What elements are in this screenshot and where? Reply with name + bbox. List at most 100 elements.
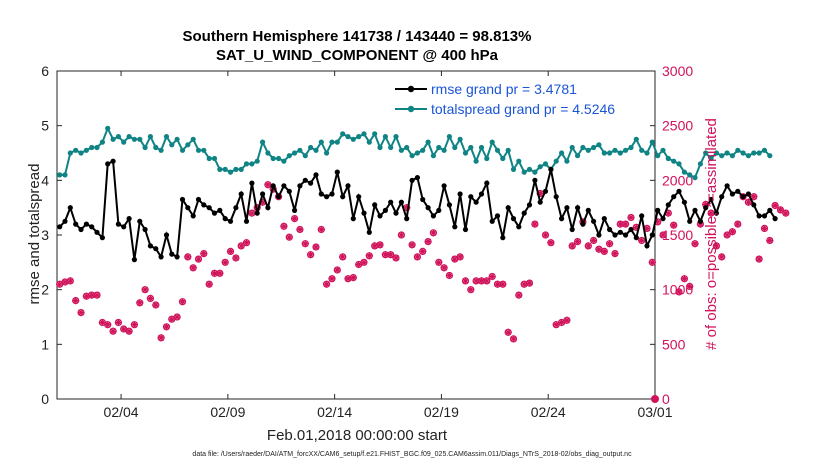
spread-point: [767, 153, 773, 159]
obs-point: [333, 266, 341, 274]
spread-point: [671, 158, 677, 164]
spread-point: [585, 147, 591, 153]
rmse-point: [735, 188, 741, 194]
spread-point: [89, 144, 95, 151]
spread-point: [724, 150, 730, 156]
rmse-point: [329, 191, 335, 197]
rmse-point: [398, 199, 404, 205]
spread-point: [510, 166, 517, 172]
rmse-point: [436, 207, 442, 213]
spread-point: [163, 134, 170, 140]
rmse-point: [254, 210, 260, 216]
obs-point: [77, 309, 85, 317]
spread-point: [57, 172, 63, 178]
plot-area: [56, 70, 656, 400]
rmse-point: [297, 183, 303, 189]
rmse-point: [703, 205, 709, 211]
rmse-point: [169, 251, 175, 257]
rmse-point: [489, 218, 495, 224]
rmse-point: [575, 205, 581, 211]
obs-point: [782, 209, 790, 217]
rmse-point: [564, 205, 570, 211]
x-tick-label: 02/24: [531, 404, 566, 420]
obs-point: [541, 231, 550, 239]
rmse-point: [553, 194, 559, 200]
obs-point: [686, 282, 694, 290]
spread-point: [751, 150, 757, 156]
spread-point: [494, 147, 501, 153]
obs-point: [408, 241, 416, 249]
spread-point: [633, 136, 639, 142]
obs-point: [72, 297, 80, 305]
obs-point: [712, 242, 721, 250]
obs-point: [723, 231, 731, 239]
right-axis: 050010001500200025003000: [650, 63, 693, 407]
obs-point: [194, 255, 203, 263]
obs-point: [771, 201, 779, 210]
rmse-point: [542, 188, 549, 194]
legend: rmse grand pr = 3.4781 totalspread grand…: [395, 81, 615, 117]
spread-point: [580, 144, 586, 151]
spread-point: [681, 169, 688, 175]
spread-point: [388, 144, 394, 151]
rmse-point: [644, 243, 650, 249]
obs-point: [488, 272, 496, 281]
obs-point: [392, 254, 400, 262]
obs-point: [563, 316, 571, 324]
obs-point: [285, 233, 293, 241]
rmse-point: [462, 226, 469, 233]
rmse-point: [671, 194, 677, 200]
chart-subtitle: SAT_U_WIND_COMPONENT @ 400 hPa: [216, 47, 499, 64]
obs-point: [670, 221, 678, 229]
spread-point: [473, 158, 479, 164]
rmse-point: [163, 232, 170, 238]
rmse-point: [382, 207, 388, 213]
obs-point: [648, 258, 656, 266]
rmse-point: [286, 188, 292, 194]
spread-point: [281, 158, 287, 164]
spread-point: [377, 144, 383, 151]
obs-point: [659, 231, 667, 239]
x-axis: 02/04 02/09 02/14 02/19 02/24 03/01: [104, 71, 673, 420]
spread-point: [660, 147, 666, 153]
obs-point: [205, 280, 213, 288]
obs-point: [184, 253, 192, 261]
spread-point: [105, 125, 111, 131]
spread-point: [131, 136, 137, 142]
spread-point: [542, 161, 549, 167]
spread-point: [665, 155, 671, 162]
spread-point: [206, 155, 212, 162]
obs-point: [301, 240, 309, 248]
spread-point: [639, 147, 645, 153]
spread-point: [489, 139, 495, 145]
obs-point: [232, 254, 240, 262]
obs-point: [419, 247, 427, 255]
spread-point: [297, 147, 303, 153]
spread-point: [292, 150, 298, 156]
spread-point: [655, 153, 661, 159]
spread-point: [372, 131, 378, 137]
rmse-point: [681, 199, 688, 205]
obs-point: [248, 209, 256, 217]
spread-point: [532, 169, 538, 175]
rmse-point: [334, 169, 340, 175]
obs-point: [189, 264, 197, 272]
obs-point: [461, 277, 470, 285]
chart-title: Southern Hemisphere 141738 / 143440 = 98…: [183, 28, 532, 45]
rmse-point: [137, 218, 143, 224]
spread-point: [553, 158, 559, 164]
y-axis-label: rmse and totalspread: [26, 164, 43, 305]
spread-point: [217, 166, 223, 172]
rmse-point: [238, 191, 244, 197]
rmse-point: [569, 226, 575, 233]
obs-point: [627, 213, 635, 222]
spread-point: [345, 134, 351, 140]
obs-point: [237, 242, 245, 250]
rmse-point: [142, 226, 148, 233]
rmse-point: [340, 194, 346, 200]
obs-point: [600, 247, 608, 255]
rmse-point: [761, 213, 768, 219]
spread-point: [169, 142, 175, 148]
rmse-point: [526, 202, 533, 208]
obs-point: [376, 241, 384, 249]
